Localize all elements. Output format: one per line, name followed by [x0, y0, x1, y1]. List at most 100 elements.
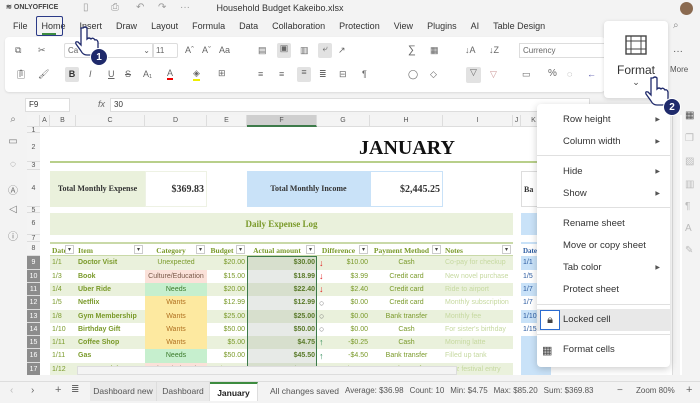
subscript-icon[interactable]: A₁ [143, 69, 153, 79]
paste-icon[interactable]: 📋︎ [15, 69, 27, 79]
menu-item-formula[interactable]: Formula [192, 21, 226, 31]
undo-icon[interactable]: ↶ [136, 2, 145, 13]
format-button[interactable]: Format ⌄ [604, 21, 668, 98]
accounting-icon[interactable]: ▭ [522, 69, 531, 79]
cell-difference[interactable]: $0.00 [350, 299, 368, 306]
cell-item[interactable]: Uber Ride [78, 286, 112, 293]
cell-date[interactable]: 1/10 [52, 326, 66, 333]
filter-dropdown-icon[interactable]: ▾ [196, 245, 205, 254]
cell-notes[interactable]: Co-pay for checkup [445, 259, 506, 266]
select-all-corner[interactable] [27, 115, 40, 127]
menu-item-row-height[interactable]: Row height ▶ [537, 109, 670, 131]
shape-icon[interactable]: ❐ [685, 133, 694, 144]
prev-sheet-icon[interactable]: ‹ [10, 385, 14, 396]
cell-category[interactable]: Needs [145, 283, 207, 296]
sheet-tab-dashboard-new[interactable]: Dashboard new [90, 382, 157, 401]
feedback-icon[interactable]: ◁ [9, 204, 17, 215]
cell-item[interactable]: Gym Membership [78, 313, 137, 320]
row-header-16[interactable]: 16 [27, 349, 40, 363]
percent-button[interactable]: % [548, 68, 557, 79]
cell-item[interactable]: Netflix [78, 299, 100, 306]
cell-category[interactable]: Wants [145, 336, 207, 349]
row-header-8[interactable]: 8 [27, 242, 40, 256]
menu-item-hide[interactable]: Hide ▶ [537, 161, 670, 183]
cell-payment[interactable]: Bank transfer [385, 313, 428, 320]
formula-input[interactable]: 30 [110, 98, 590, 112]
align-top-icon[interactable]: ▤ [258, 45, 267, 55]
filter-dropdown-icon[interactable]: ▾ [432, 245, 441, 254]
menu-item-file[interactable]: File [13, 21, 28, 31]
cell-category[interactable]: Unexpected [157, 259, 195, 266]
cell-date[interactable]: 1/1 [52, 259, 62, 266]
cell-notes[interactable]: Monthly subscription [445, 299, 509, 306]
align-middle-icon[interactable]: ▣ [277, 43, 291, 58]
cell-difference[interactable]: $3.99 [350, 273, 368, 280]
cell-item[interactable]: Coffee Shop [78, 339, 120, 346]
next-sheet-icon[interactable]: › [31, 385, 35, 396]
merge-icon[interactable]: ⊟ [339, 69, 347, 79]
signature-icon[interactable]: ✎ [685, 245, 694, 256]
cell-budget[interactable]: $20.00 [223, 259, 245, 266]
table-settings-icon[interactable]: ▦ [685, 110, 695, 121]
more-button[interactable]: More [670, 65, 689, 74]
increase-font-icon[interactable]: Aˆ [185, 45, 194, 55]
menu-item-format-cells[interactable]: Format cells [537, 339, 670, 361]
cut-icon[interactable]: ✂ [38, 45, 46, 55]
cell-budget[interactable]: $50.00 [223, 352, 245, 359]
cell-notes[interactable]: New novel purchase [445, 273, 509, 280]
change-case-icon[interactable]: Aa [219, 45, 231, 55]
row-header-17[interactable]: 17 [27, 363, 40, 375]
cell-notes[interactable]: Filled up tank [445, 352, 487, 359]
sheet-tab-january[interactable]: January [210, 382, 258, 401]
fill-color-icon[interactable]: ◈ [193, 68, 200, 81]
cell-actual[interactable]: $22.40 [247, 283, 317, 296]
zoom-out-button[interactable]: − [617, 385, 623, 396]
column-header-G[interactable]: G [317, 115, 370, 127]
menu-item-home[interactable]: Home [41, 21, 66, 31]
cell-payment[interactable]: Cash [398, 326, 415, 333]
cell-category[interactable]: Wants [145, 323, 207, 336]
column-header-I[interactable]: I [443, 115, 513, 127]
cell-payment[interactable]: Credit card [389, 299, 424, 306]
cell-item[interactable]: Gas [78, 352, 92, 359]
print-icon[interactable]: ⎙ [111, 2, 119, 13]
italic-button[interactable]: I [89, 69, 92, 79]
filter-dropdown-icon[interactable]: ▾ [502, 245, 511, 254]
menu-item-show[interactable]: Show ▶ [537, 183, 670, 205]
row-header-3[interactable]: 3 [27, 162, 40, 170]
cell-item[interactable]: Book [78, 273, 96, 280]
row-header-12[interactable]: 12 [27, 296, 40, 310]
borders-icon[interactable]: ⊞ [218, 68, 226, 78]
menu-item-protection[interactable]: Protection [339, 21, 380, 31]
row-header-2[interactable]: 2 [27, 133, 40, 162]
align-left-icon[interactable]: ≡ [258, 69, 264, 79]
menu-item-collaboration[interactable]: Collaboration [272, 21, 326, 31]
row-header-15[interactable]: 15 [27, 336, 40, 349]
menu-item-layout[interactable]: Layout [151, 21, 179, 31]
text-art-icon[interactable]: A [685, 223, 692, 234]
column-header-E[interactable]: E [207, 115, 247, 127]
row-header-5[interactable]: 5 [27, 207, 40, 214]
clear-icon[interactable]: ◇ [430, 69, 437, 79]
cell-date[interactable]: 1/3 [52, 273, 62, 280]
column-header-B[interactable]: B [50, 115, 76, 127]
sheet-list-icon[interactable]: ≣ [71, 384, 80, 395]
orientation-icon[interactable]: ↗ [338, 45, 346, 55]
vertical-scrollbar[interactable] [672, 115, 680, 375]
chat-icon[interactable]: ◌ [10, 159, 16, 170]
cell-date[interactable]: 1/8 [52, 313, 62, 320]
column-header-J[interactable]: J [513, 115, 521, 127]
table-row[interactable] [50, 256, 513, 270]
cell-notes[interactable]: Ride to airport [445, 286, 489, 293]
cell-date[interactable]: 1/4 [52, 286, 62, 293]
cell-difference[interactable]: $0.00 [350, 326, 368, 333]
image-icon[interactable]: ▨ [685, 156, 695, 167]
column-header-H[interactable]: H [370, 115, 443, 127]
comma-style-icon[interactable]: ◌ [567, 69, 573, 79]
cell-notes[interactable]: Morning latte [445, 339, 486, 346]
row-header-10[interactable]: 10 [27, 270, 40, 283]
column-header-A[interactable]: A [40, 115, 50, 127]
cell-payment[interactable]: Credit card [389, 286, 424, 293]
menu-item-view[interactable]: View [393, 21, 414, 31]
sort-descending-icon[interactable]: ↓Z [489, 45, 499, 55]
